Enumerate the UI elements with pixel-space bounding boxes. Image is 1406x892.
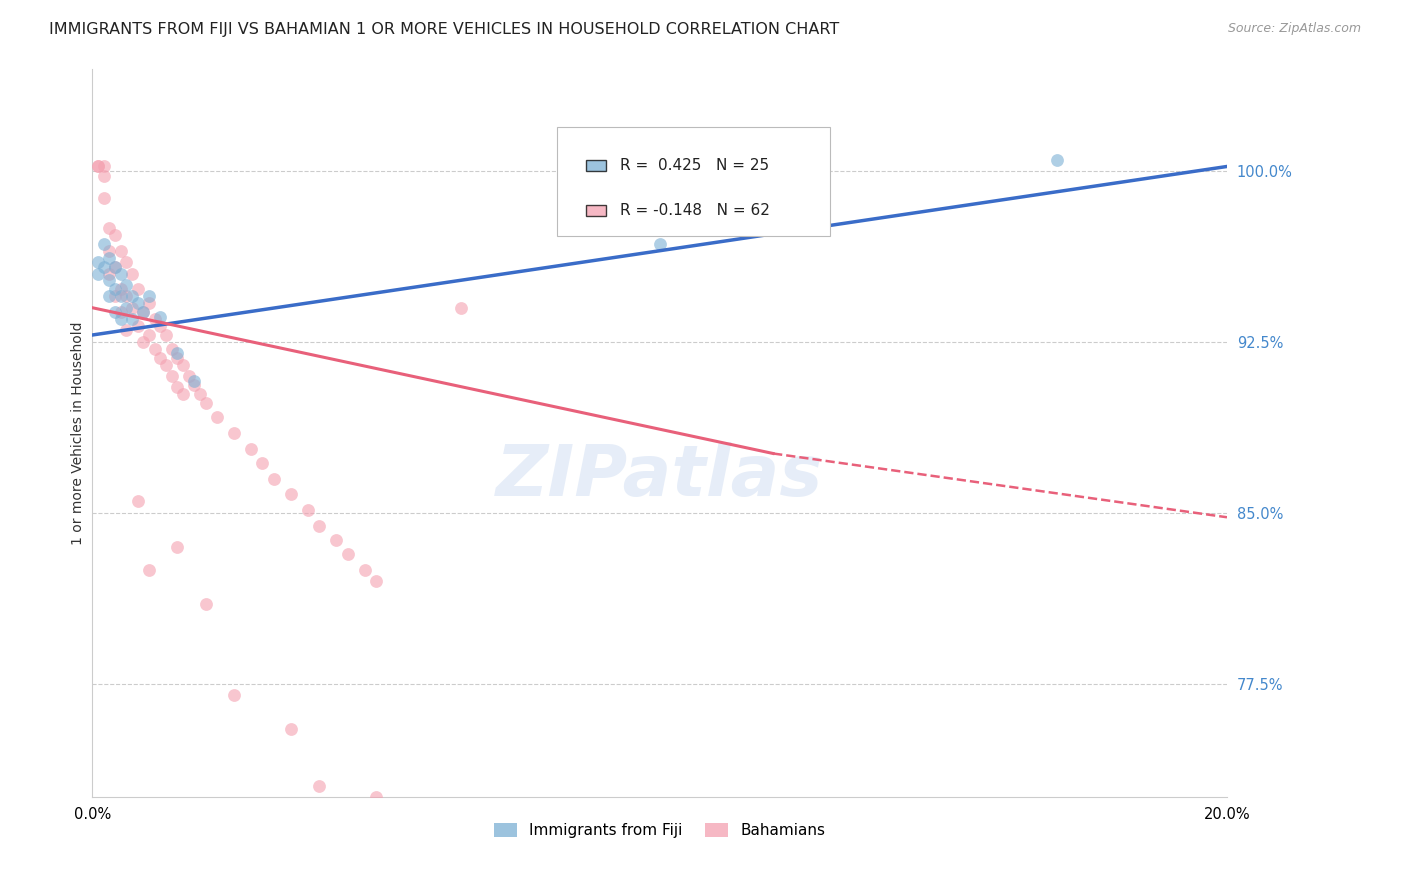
- Text: IMMIGRANTS FROM FIJI VS BAHAMIAN 1 OR MORE VEHICLES IN HOUSEHOLD CORRELATION CHA: IMMIGRANTS FROM FIJI VS BAHAMIAN 1 OR MO…: [49, 22, 839, 37]
- Point: [104, 227, 127, 242]
- Point: [172, 358, 194, 372]
- Point: [98, 289, 121, 303]
- Point: [127, 296, 149, 310]
- Point: [166, 351, 188, 365]
- Point: [110, 289, 132, 303]
- Point: [1046, 153, 1069, 167]
- Point: [364, 790, 387, 805]
- Point: [110, 312, 132, 326]
- Point: [166, 346, 188, 360]
- Point: [160, 369, 183, 384]
- Point: [127, 283, 149, 297]
- Point: [127, 494, 149, 508]
- Point: [297, 503, 319, 517]
- Text: R =  0.425   N = 25: R = 0.425 N = 25: [620, 159, 769, 173]
- Y-axis label: 1 or more Vehicles in Household: 1 or more Vehicles in Household: [72, 321, 86, 545]
- Point: [87, 160, 110, 174]
- Point: [115, 323, 138, 337]
- Point: [149, 318, 172, 333]
- Point: [364, 574, 387, 588]
- Point: [138, 289, 160, 303]
- Point: [166, 380, 188, 394]
- Point: [183, 374, 205, 388]
- Point: [98, 251, 121, 265]
- Text: ZIPatlas: ZIPatlas: [496, 442, 824, 511]
- Point: [115, 277, 138, 292]
- Point: [121, 267, 143, 281]
- Point: [143, 312, 166, 326]
- Point: [143, 342, 166, 356]
- FancyBboxPatch shape: [557, 127, 830, 236]
- FancyBboxPatch shape: [586, 204, 606, 216]
- Point: [93, 260, 115, 274]
- Point: [104, 283, 127, 297]
- Legend: Immigrants from Fiji, Bahamians: Immigrants from Fiji, Bahamians: [488, 817, 831, 845]
- Text: R = -0.148   N = 62: R = -0.148 N = 62: [620, 203, 769, 218]
- Point: [240, 442, 263, 456]
- Point: [155, 358, 177, 372]
- Point: [149, 310, 172, 324]
- Point: [104, 260, 127, 274]
- Point: [450, 301, 472, 315]
- Point: [222, 425, 245, 440]
- Point: [183, 378, 205, 392]
- Point: [160, 342, 183, 356]
- Point: [115, 255, 138, 269]
- Point: [93, 191, 115, 205]
- Point: [110, 305, 132, 319]
- Point: [325, 533, 347, 547]
- Point: [132, 305, 155, 319]
- Point: [166, 540, 188, 554]
- Point: [155, 328, 177, 343]
- Point: [110, 283, 132, 297]
- Point: [110, 244, 132, 258]
- Point: [194, 597, 217, 611]
- Point: [280, 487, 302, 501]
- Point: [308, 519, 330, 533]
- Point: [121, 312, 143, 326]
- Point: [188, 387, 211, 401]
- FancyBboxPatch shape: [586, 160, 606, 171]
- Point: [222, 688, 245, 702]
- Point: [172, 387, 194, 401]
- Point: [115, 289, 138, 303]
- Point: [138, 328, 160, 343]
- Point: [98, 221, 121, 235]
- Point: [87, 160, 110, 174]
- Point: [252, 456, 274, 470]
- Point: [104, 289, 127, 303]
- Point: [138, 563, 160, 577]
- Point: [138, 296, 160, 310]
- Point: [132, 305, 155, 319]
- Point: [93, 160, 115, 174]
- Point: [121, 289, 143, 303]
- Point: [205, 410, 228, 425]
- Point: [127, 318, 149, 333]
- Point: [263, 471, 285, 485]
- Point: [87, 267, 110, 281]
- Point: [93, 169, 115, 183]
- Point: [280, 722, 302, 736]
- Point: [93, 236, 115, 251]
- Point: [308, 779, 330, 793]
- Point: [132, 334, 155, 349]
- Point: [87, 255, 110, 269]
- Point: [648, 236, 671, 251]
- Point: [194, 396, 217, 410]
- Point: [104, 305, 127, 319]
- Point: [110, 267, 132, 281]
- Point: [121, 301, 143, 315]
- Point: [98, 273, 121, 287]
- Point: [104, 260, 127, 274]
- Point: [98, 244, 121, 258]
- Point: [98, 267, 121, 281]
- Point: [115, 301, 138, 315]
- Text: Source: ZipAtlas.com: Source: ZipAtlas.com: [1227, 22, 1361, 36]
- Point: [177, 369, 200, 384]
- Point: [353, 563, 375, 577]
- Point: [149, 351, 172, 365]
- Point: [336, 547, 359, 561]
